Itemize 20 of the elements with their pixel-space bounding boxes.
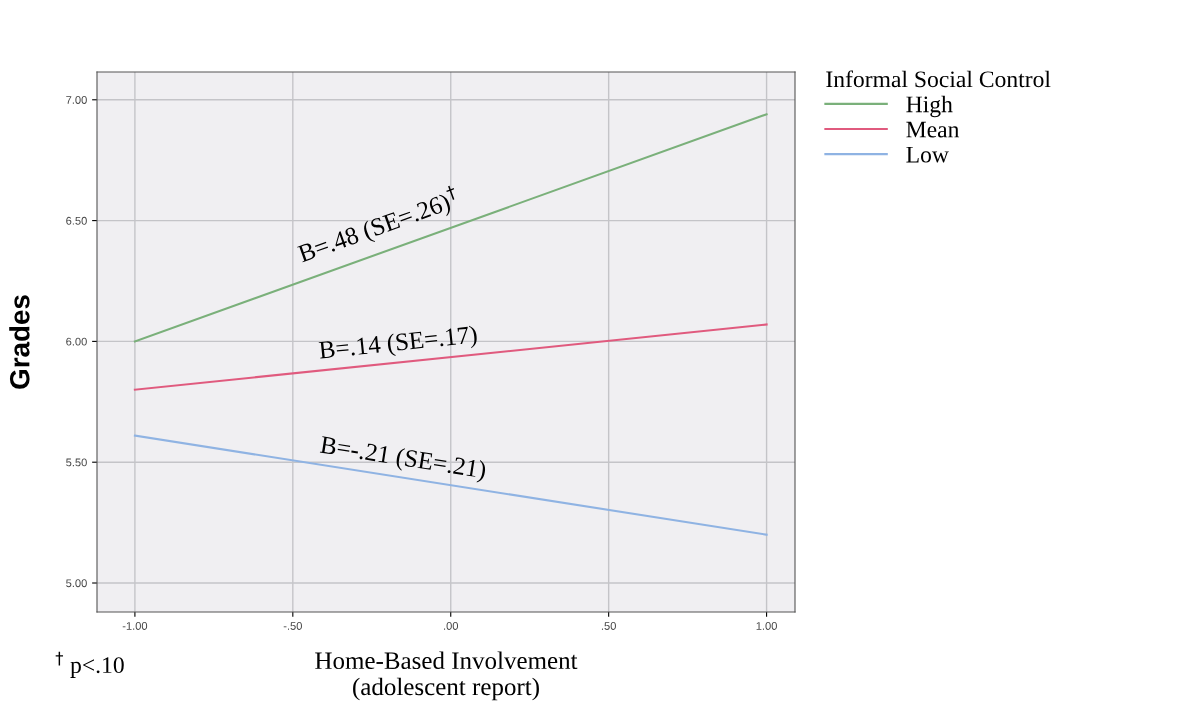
legend-label: Mean [906, 121, 960, 138]
annotation: B=-.21 (SE=.21) [319, 435, 487, 484]
y-axis-title: Grades [9, 295, 30, 389]
x-tick-label: -.50 [283, 622, 302, 630]
x-tick-label: .50 [601, 622, 616, 630]
annotation: B=.14 (SE=.17) [318, 325, 478, 364]
legend-title: Informal Social Control [826, 70, 1051, 88]
y-tick-label: 5.50 [66, 458, 87, 467]
x-tick-label: .00 [444, 622, 459, 630]
x-tick-label: 1.00 [756, 622, 777, 630]
annotation: B=.48 (SE=.26)$^{†}$ [295, 184, 462, 268]
y-tick-label: 7.00 [66, 96, 87, 104]
x-tick-label: -1.00 [122, 622, 148, 630]
x-axis-title: Home-Based Involvement (adolescent report) [315, 651, 578, 701]
y-tick-label: 5.00 [66, 579, 87, 588]
text: $^{†}$ p<.10 [55, 651, 124, 678]
legend-label: Low [906, 146, 949, 163]
y-tick-label: 6.00 [66, 337, 87, 346]
legend-label: High [906, 95, 953, 118]
y-tick-label: 6.50 [66, 216, 87, 225]
